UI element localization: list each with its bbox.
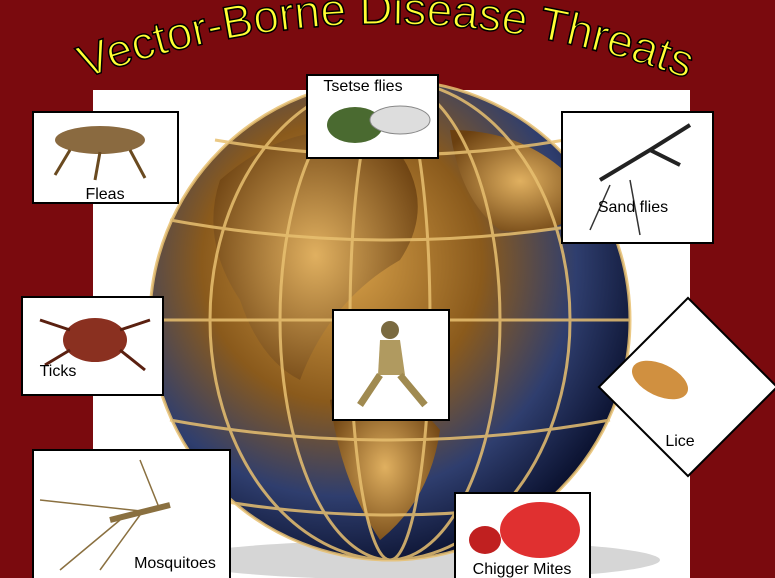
- chigger-box: Chigger Mites: [454, 492, 591, 578]
- vector-label: Chigger Mites: [473, 561, 572, 578]
- vector-label: Sand flies: [598, 199, 668, 216]
- vector-label: Fleas: [85, 186, 124, 203]
- tsetse-box: Tsetse flies: [306, 74, 439, 159]
- vector-label: Mosquitoes: [134, 555, 216, 572]
- mosquitoes-box: Mosquitoes: [32, 449, 231, 578]
- vector-label: Tsetse flies: [323, 78, 402, 95]
- vector-label: Ticks: [40, 363, 77, 380]
- soldier-box: [332, 309, 450, 421]
- vector-label: Lice: [665, 433, 694, 450]
- lice-box: Lice: [597, 296, 775, 478]
- sand-flies-box: Sand flies: [561, 111, 714, 244]
- ticks-box: Ticks: [21, 296, 164, 396]
- fleas-box: Fleas: [32, 111, 179, 204]
